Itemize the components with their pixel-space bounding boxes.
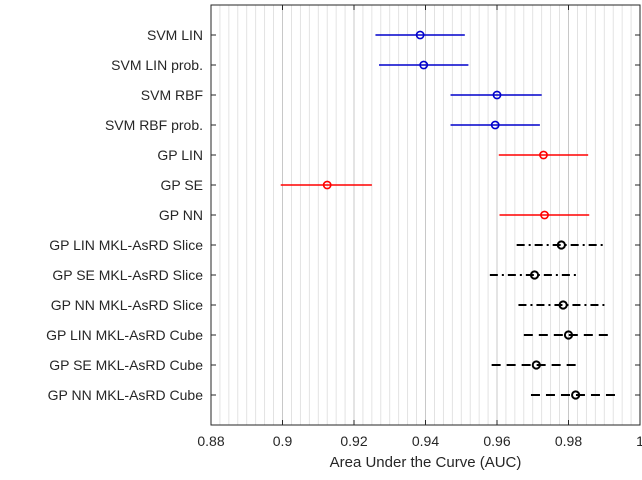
category-label: SVM LIN prob. (111, 57, 203, 73)
mean-marker (322, 180, 332, 190)
category-label: SVM RBF (141, 87, 203, 103)
category-label: GP LIN MKL-AsRD Cube (46, 327, 203, 343)
x-tick-label: 0.98 (555, 433, 582, 449)
y-axis: SVM LIN SVM LIN prob. SVM RBF SVM RBF prob.… (46, 27, 640, 403)
category-label: GP NN (159, 207, 203, 223)
x-tick-label: 0.9 (273, 433, 293, 449)
category-label: GP LIN (157, 147, 203, 163)
category-label: GP SE MKL-AsRD Cube (49, 357, 203, 373)
mean-marker (558, 300, 568, 310)
x-tick-label: 0.92 (340, 433, 367, 449)
category-label: GP NN MKL-AsRD Slice (51, 297, 203, 313)
category-label: SVM LIN (147, 27, 203, 43)
mean-marker (529, 270, 540, 280)
category-label: GP SE (160, 177, 203, 193)
category-label: GP LIN MKL-AsRD Slice (49, 237, 203, 253)
mean-marker (531, 360, 541, 370)
mean-marker (556, 240, 566, 250)
x-tick-label: 0.96 (483, 433, 510, 449)
mean-marker (415, 30, 425, 40)
grid (219, 5, 632, 425)
mean-marker (492, 90, 502, 100)
mean-marker (419, 60, 429, 70)
x-tick-label: 1 (636, 433, 642, 449)
mean-marker (571, 390, 581, 400)
category-label: SVM RBF prob. (105, 117, 203, 133)
category-label: GP NN MKL-AsRD Cube (48, 387, 204, 403)
mean-marker (490, 120, 500, 130)
mean-marker (540, 210, 549, 220)
mean-marker (563, 330, 574, 340)
x-tick-label: 0.88 (197, 433, 224, 449)
category-label: GP SE MKL-AsRD Slice (52, 267, 203, 283)
x-tick-label: 0.94 (412, 433, 439, 449)
interval-series (280, 30, 621, 400)
x-axis: 0.88 0.9 0.92 0.94 0.96 0.98 1 (197, 5, 642, 449)
mean-marker (539, 150, 548, 160)
x-axis-title: Area Under the Curve (AUC) (330, 454, 522, 471)
